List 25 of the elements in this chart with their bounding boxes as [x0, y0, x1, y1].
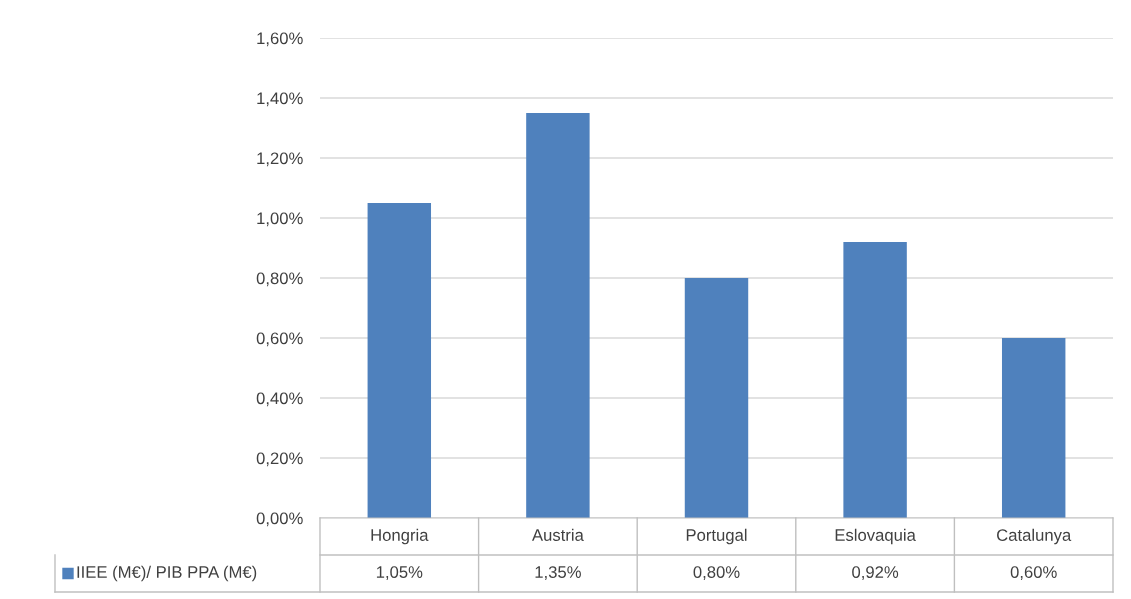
y-tick-label: 0,40%	[256, 392, 303, 407]
bar	[1001, 338, 1066, 518]
x-tick-label: Hongria	[371, 528, 429, 545]
y-tick-label: 0,80%	[256, 272, 303, 287]
x-tick-label: Austria	[532, 528, 584, 541]
data-label: 0,92%	[852, 566, 899, 580]
x-tick-label: Catalunya	[997, 528, 1072, 545]
y-tick-label: 1,00%	[257, 212, 303, 227]
bar	[843, 242, 907, 518]
data-label: 1,35%	[535, 566, 581, 580]
data-label: 1,05%	[376, 566, 423, 580]
y-tick-label: 1,20%	[257, 152, 303, 167]
x-tick-label: Eslovaquia	[835, 528, 916, 545]
data-label: 0,60%	[1010, 566, 1057, 580]
data-label: 0,80%	[693, 566, 740, 580]
bar	[367, 203, 432, 518]
x-tick-label: Portugal	[686, 528, 747, 545]
bar	[684, 278, 749, 518]
legend-label: IIEE (M€)/ PIB PPA (M€)	[77, 565, 257, 582]
y-tick-label: 0,60%	[256, 332, 303, 347]
y-tick-label: 1,60%	[257, 32, 303, 47]
y-tick-label: 0,00%	[256, 512, 303, 527]
bar	[526, 113, 590, 518]
y-tick-label: 0,20%	[256, 452, 303, 467]
y-tick-label: 1,40%	[257, 92, 303, 107]
